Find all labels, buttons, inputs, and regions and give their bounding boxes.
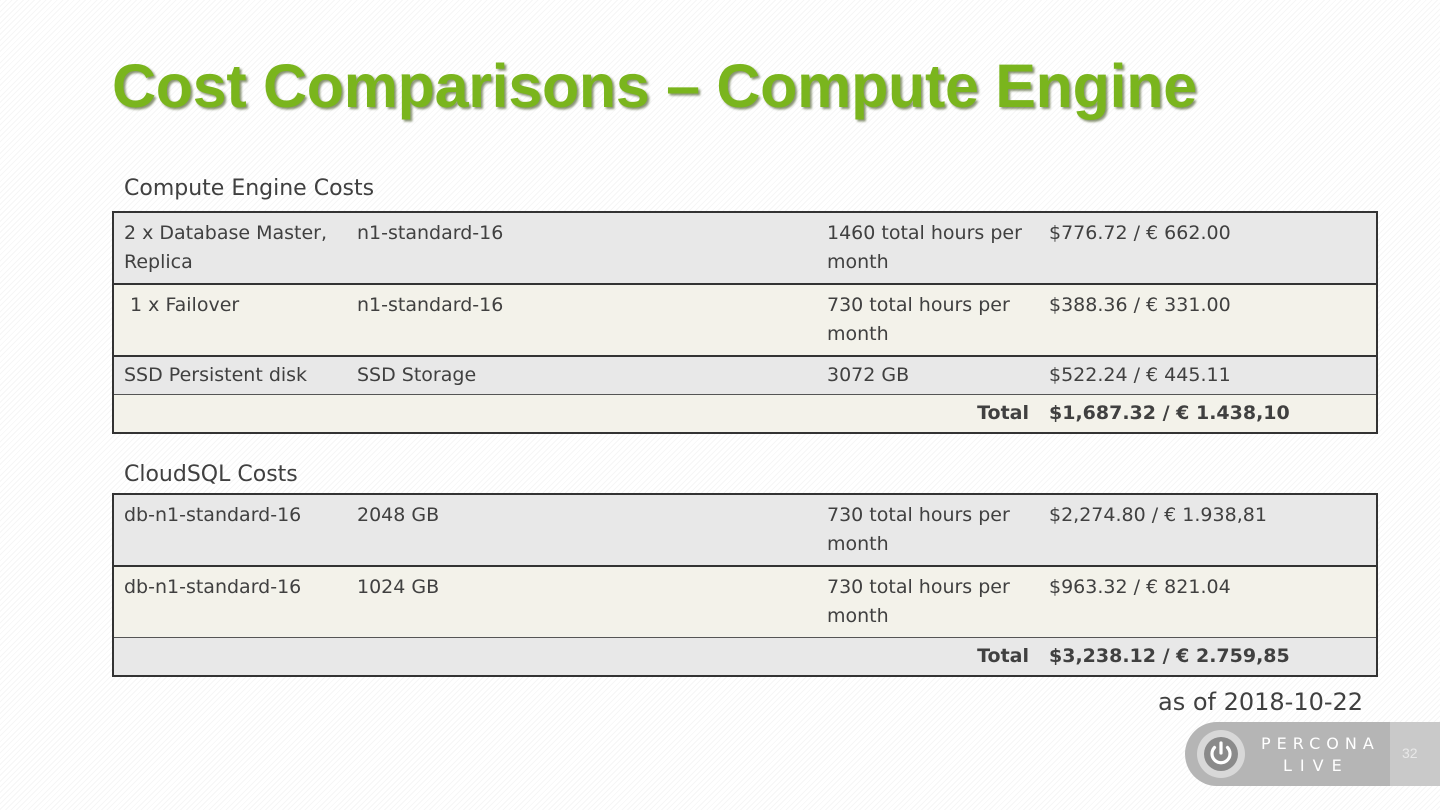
item-cell: db-n1-standard-16 bbox=[113, 494, 347, 567]
type-cell: 1024 GB bbox=[347, 566, 817, 638]
cloudsql-costs-table: db-n1-standard-16 2048 GB 730 total hour… bbox=[112, 493, 1378, 677]
item-cell: SSD Persistent disk bbox=[113, 356, 347, 395]
page-number-box bbox=[1390, 722, 1440, 786]
total-value: $3,238.12 / € 2.759,85 bbox=[1039, 637, 1377, 677]
item-cell: db-n1-standard-16 bbox=[113, 566, 347, 638]
table-row: db-n1-standard-16 1024 GB 730 total hour… bbox=[113, 566, 1377, 638]
slide-title: Cost Comparisons – Compute Engine bbox=[112, 52, 1197, 120]
usage-cell: 1460 total hours per month bbox=[817, 212, 1039, 285]
usage-cell: 730 total hours per month bbox=[817, 566, 1039, 638]
cloudsql-costs-label: CloudSQL Costs bbox=[124, 462, 298, 487]
logo-text-live: LIVE bbox=[1283, 756, 1350, 775]
power-icon bbox=[1197, 730, 1245, 778]
item-cell: 1 x Failover bbox=[113, 284, 347, 357]
table-row: db-n1-standard-16 2048 GB 730 total hour… bbox=[113, 494, 1377, 567]
item-cell: 2 x Database Master, Replica bbox=[113, 212, 347, 285]
compute-engine-costs-label: Compute Engine Costs bbox=[124, 176, 375, 201]
compute-engine-costs-table: 2 x Database Master, Replica n1-standard… bbox=[112, 211, 1378, 434]
table-row: 1 x Failover n1-standard-16 730 total ho… bbox=[113, 284, 1377, 357]
usage-cell: 730 total hours per month bbox=[817, 284, 1039, 357]
type-cell: SSD Storage bbox=[347, 356, 817, 395]
total-label: Total bbox=[113, 394, 1039, 434]
page-number: 32 bbox=[1402, 745, 1418, 761]
cost-cell: $388.36 / € 331.00 bbox=[1039, 284, 1377, 357]
total-row: Total $1,687.32 / € 1.438,10 bbox=[113, 394, 1377, 434]
cost-cell: $522.24 / € 445.11 bbox=[1039, 356, 1377, 395]
percona-live-logo: PERCONA LIVE bbox=[1185, 722, 1390, 786]
total-value: $1,687.32 / € 1.438,10 bbox=[1039, 394, 1377, 434]
total-label: Total bbox=[113, 637, 1039, 677]
usage-cell: 730 total hours per month bbox=[817, 494, 1039, 567]
logo-text-percona: PERCONA bbox=[1261, 734, 1380, 753]
type-cell: 2048 GB bbox=[347, 494, 817, 567]
type-cell: n1-standard-16 bbox=[347, 284, 817, 357]
as-of-date: as of 2018-10-22 bbox=[1158, 688, 1364, 716]
type-cell: n1-standard-16 bbox=[347, 212, 817, 285]
cost-cell: $776.72 / € 662.00 bbox=[1039, 212, 1377, 285]
cost-cell: $2,274.80 / € 1.938,81 bbox=[1039, 494, 1377, 567]
usage-cell: 3072 GB bbox=[817, 356, 1039, 395]
cost-cell: $963.32 / € 821.04 bbox=[1039, 566, 1377, 638]
total-row: Total $3,238.12 / € 2.759,85 bbox=[113, 637, 1377, 677]
table-row: SSD Persistent disk SSD Storage 3072 GB … bbox=[113, 356, 1377, 395]
table-row: 2 x Database Master, Replica n1-standard… bbox=[113, 212, 1377, 285]
